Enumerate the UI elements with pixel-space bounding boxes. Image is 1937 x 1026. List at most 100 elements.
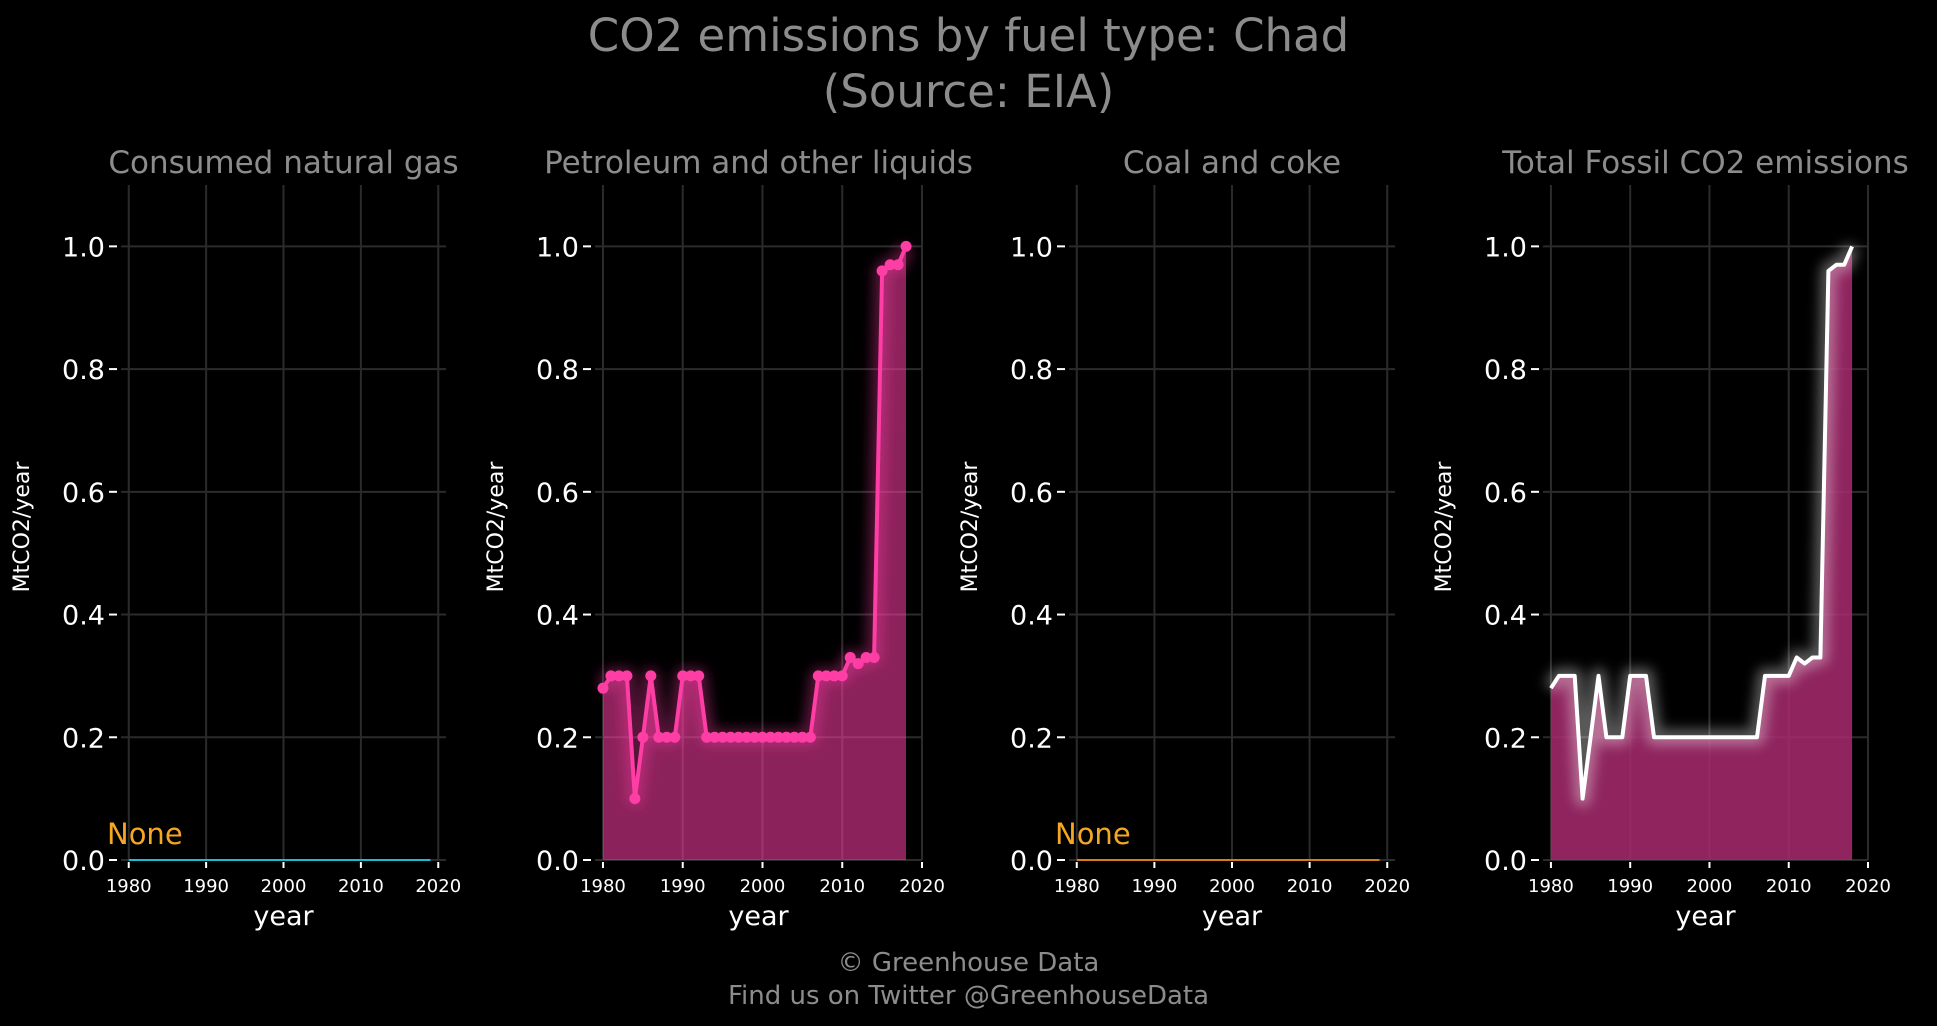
data-point	[860, 652, 872, 663]
data-point	[685, 670, 697, 682]
x-tick-label: 2000	[1209, 876, 1255, 897]
y-tick-label: 0.2	[1010, 723, 1053, 754]
y-tick-label: 0.4	[536, 601, 579, 632]
x-tick-label: 2020	[1364, 876, 1410, 897]
data-point	[693, 670, 705, 682]
y-axis-label: MtCO2/year	[10, 461, 35, 593]
data-point	[780, 731, 792, 743]
data-point	[733, 731, 745, 743]
y-tick-label: 0.0	[536, 846, 579, 877]
data-point	[645, 670, 657, 682]
y-tick-label: 0.8	[1010, 355, 1053, 386]
x-axis-label: year	[1675, 901, 1736, 932]
data-point	[597, 682, 609, 694]
y-tick-label: 0.2	[1484, 723, 1527, 754]
data-point	[756, 731, 768, 743]
data-point	[669, 731, 681, 743]
figure-title-line2: (Source: EIA)	[822, 65, 1115, 118]
data-point	[820, 670, 832, 682]
data-point	[788, 731, 800, 743]
x-tick-label: 2010	[1766, 876, 1812, 897]
data-point	[629, 793, 641, 805]
y-tick-label: 0.4	[1010, 601, 1053, 632]
area-fill	[1550, 246, 1853, 860]
footer-copyright: © Greenhouse Data	[837, 948, 1100, 978]
data-point	[741, 731, 753, 743]
data-point	[637, 731, 649, 743]
y-tick-label: 0.6	[1010, 478, 1053, 509]
x-tick-label: 2020	[415, 876, 461, 897]
y-axis-label: MtCO2/year	[1432, 461, 1457, 593]
x-tick-label: 1980	[1528, 876, 1574, 897]
y-axis-label: MtCO2/year	[484, 461, 509, 593]
data-point	[772, 731, 784, 743]
data-point	[868, 652, 880, 663]
x-tick-label: 1990	[183, 876, 229, 897]
y-tick-label: 0.2	[62, 723, 105, 754]
chart-panel-3: Coal and coke 0.0 0.2 0.4 0.6 0.8 1.0 1980 1990 2…	[958, 145, 1410, 932]
chart-title: Petroleum and other liquids	[544, 145, 973, 181]
y-tick-label: 0.4	[62, 601, 105, 632]
data-point	[749, 731, 761, 743]
x-tick-label: 2000	[1687, 876, 1733, 897]
data-point	[621, 670, 633, 682]
y-tick-label: 0.6	[1484, 478, 1527, 509]
data-point	[852, 658, 864, 670]
y-tick-label: 1.0	[536, 232, 579, 263]
x-axis-label: year	[253, 901, 314, 932]
data-point	[701, 731, 713, 743]
data-point	[653, 731, 665, 743]
data-point	[876, 265, 888, 277]
data-point	[836, 670, 848, 682]
x-tick-label: 1980	[1054, 876, 1100, 897]
data-point	[884, 259, 896, 271]
x-tick-label: 1990	[660, 876, 706, 897]
x-tick-label: 1980	[580, 876, 626, 897]
chart-panel-1: Consumed natural gas 0.0 0.2 0.4 0.6 0.8 1.0 19…	[10, 145, 461, 932]
footer-twitter: Find us on Twitter @GreenhouseData	[727, 981, 1210, 1011]
y-tick-label: 0.8	[62, 355, 105, 386]
data-point	[605, 670, 617, 682]
data-point	[812, 670, 824, 682]
data-point	[900, 240, 912, 252]
data-point	[725, 731, 737, 743]
x-tick-label: 2000	[261, 876, 307, 897]
y-tick-label: 0.4	[1484, 601, 1527, 632]
x-tick-label: 2010	[819, 876, 865, 897]
data-point	[661, 731, 673, 743]
data-point	[844, 652, 856, 663]
x-axis-label: year	[728, 901, 789, 932]
x-tick-label: 1990	[1131, 876, 1177, 897]
y-tick-label: 0.2	[536, 723, 579, 754]
data-point	[709, 731, 721, 743]
none-annotation: None	[1055, 817, 1131, 851]
chart-panel-2: Petroleum and other liquids 0.0 0.2 0.4 0.6 0…	[484, 145, 973, 932]
data-point	[613, 670, 625, 682]
data-point	[717, 731, 729, 743]
y-tick-label: 0.8	[536, 355, 579, 386]
data-point	[796, 731, 808, 743]
y-tick-label: 1.0	[62, 232, 105, 263]
y-tick-label: 1.0	[1010, 232, 1053, 263]
x-tick-label: 2010	[338, 876, 384, 897]
y-tick-label: 0.0	[1010, 846, 1053, 877]
y-tick-label: 0.0	[1484, 846, 1527, 877]
x-tick-label: 1990	[1607, 876, 1653, 897]
x-tick-label: 2020	[1845, 876, 1891, 897]
chart-title: Coal and coke	[1123, 145, 1341, 181]
y-axis-label: MtCO2/year	[958, 461, 983, 593]
data-point	[828, 670, 840, 682]
figure-title-line1: CO2 emissions by fuel type: Chad	[587, 9, 1350, 62]
chart-title: Consumed natural gas	[108, 145, 458, 181]
area-fill	[603, 246, 906, 860]
y-tick-label: 0.6	[62, 478, 105, 509]
chart-panel-4: Total Fossil CO2 emissions 0.0 0.2 0.4 0.6 0.…	[1432, 145, 1909, 932]
x-tick-label: 1980	[106, 876, 152, 897]
y-tick-label: 1.0	[1484, 232, 1527, 263]
x-tick-label: 2020	[899, 876, 945, 897]
x-tick-label: 2010	[1287, 876, 1333, 897]
y-tick-label: 0.0	[62, 846, 105, 877]
data-point	[892, 259, 904, 271]
